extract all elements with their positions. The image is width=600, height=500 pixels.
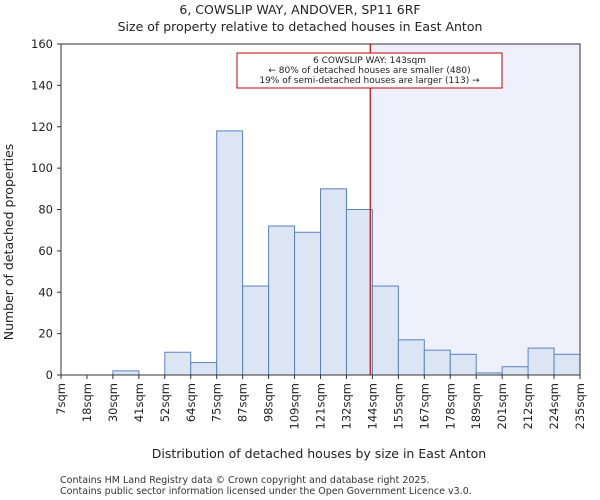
chart-title-line1: 6, COWSLIP WAY, ANDOVER, SP11 6RF — [179, 2, 420, 17]
x-tick-label: 30sqm — [106, 383, 120, 422]
bar — [527, 347, 555, 376]
x-tick-label: 235sqm — [573, 383, 587, 429]
x-tick-label: 109sqm — [288, 383, 302, 429]
bar — [294, 231, 321, 376]
y-axis-label: Number of detached properties — [1, 144, 16, 341]
bar — [345, 209, 373, 376]
x-tick-label: 98sqm — [262, 383, 276, 422]
bar — [371, 285, 399, 376]
x-tick-label: 224sqm — [547, 383, 561, 429]
bar — [164, 351, 192, 376]
x-tick-label: 212sqm — [521, 383, 535, 429]
y-tick-label: 60 — [38, 244, 53, 258]
annotation-line-2: ← 80% of detached houses are smaller (48… — [268, 66, 470, 76]
x-tick-label: 144sqm — [365, 383, 379, 429]
x-tick-label: 7sqm — [54, 383, 68, 415]
y-tick-label: 40 — [38, 285, 53, 299]
plot-area: 0 20 40 60 80 100 120 140 160 7sqm 18sqm 30sqm 41sqm… — [31, 37, 587, 429]
y-tick-label: 100 — [31, 161, 53, 175]
y-tick-label: 20 — [38, 327, 53, 341]
highlight-region — [370, 44, 580, 375]
bar — [501, 366, 529, 376]
x-tick-label: 18sqm — [80, 383, 94, 422]
annotation-box — [236, 52, 503, 89]
y-tick-label: 0 — [46, 368, 53, 382]
footer-line2: Contains public sector information licen… — [60, 486, 472, 497]
x-tick-label: 155sqm — [391, 383, 405, 429]
annotation-line-1: 6 COWSLIP WAY: 143sqm — [313, 56, 426, 66]
x-tick-label: 201sqm — [495, 383, 509, 429]
bar — [397, 339, 425, 376]
x-tick-label: 52sqm — [158, 383, 172, 422]
x-tick-label: 64sqm — [184, 383, 198, 422]
bar — [449, 353, 477, 376]
annotation-line-3: 19% of semi-detached houses are larger (… — [259, 76, 480, 86]
bar — [190, 362, 218, 376]
chart-title-line2: Size of property relative to detached ho… — [118, 19, 483, 34]
x-tick-label: 132sqm — [339, 383, 353, 429]
y-tick-label: 160 — [31, 37, 53, 51]
x-tick-label: 121sqm — [314, 383, 328, 429]
bar — [423, 349, 451, 376]
x-tick-label: 178sqm — [443, 383, 457, 429]
y-tick-label: 120 — [31, 120, 53, 134]
bar — [216, 130, 244, 376]
x-axis-label: Distribution of detached houses by size … — [152, 446, 486, 461]
bar — [112, 370, 140, 376]
x-tick-label: 189sqm — [469, 383, 483, 429]
x-tick-label: 75sqm — [210, 383, 224, 422]
y-tick-label: 80 — [38, 203, 53, 217]
x-tick-label: 41sqm — [132, 383, 146, 422]
bar — [553, 353, 581, 376]
x-tick-label: 87sqm — [236, 383, 250, 422]
bar — [268, 225, 296, 376]
x-tick-label: 167sqm — [417, 383, 431, 429]
footer-line1: Contains HM Land Registry data © Crown c… — [60, 475, 430, 486]
bar — [242, 285, 270, 376]
y-tick-label: 140 — [31, 78, 53, 92]
bar — [320, 188, 347, 376]
